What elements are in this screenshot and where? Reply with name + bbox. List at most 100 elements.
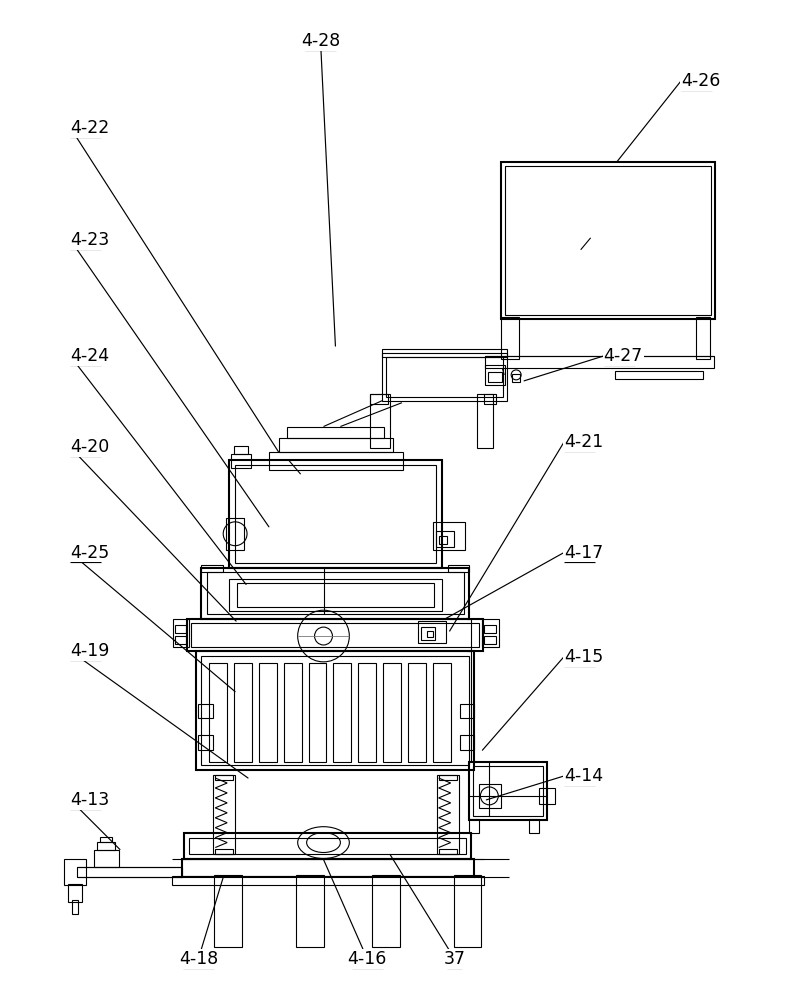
Bar xyxy=(259,663,276,762)
Text: 4-21: 4-21 xyxy=(564,433,603,451)
Text: 4-14: 4-14 xyxy=(564,767,603,785)
Bar xyxy=(386,357,503,397)
Bar xyxy=(469,762,547,820)
Bar xyxy=(229,460,442,568)
Bar xyxy=(185,833,472,859)
Bar xyxy=(187,619,483,651)
Bar xyxy=(433,522,465,550)
Bar xyxy=(309,663,326,762)
Text: 4-16: 4-16 xyxy=(348,950,387,968)
Bar xyxy=(438,536,446,544)
Bar xyxy=(198,704,213,718)
Bar xyxy=(484,636,496,644)
Bar xyxy=(215,849,233,854)
Bar xyxy=(215,775,233,780)
Bar xyxy=(237,583,434,607)
Bar xyxy=(460,704,475,718)
Bar xyxy=(231,454,251,468)
Bar xyxy=(235,465,436,563)
Bar xyxy=(438,775,457,780)
Bar xyxy=(287,427,384,438)
Bar xyxy=(506,166,711,315)
Bar xyxy=(477,394,493,448)
Bar xyxy=(473,766,543,816)
Bar xyxy=(382,349,507,357)
Bar xyxy=(172,619,190,647)
Bar xyxy=(488,372,502,382)
Bar xyxy=(100,837,112,842)
Bar xyxy=(485,365,506,385)
Text: 4-15: 4-15 xyxy=(564,648,603,666)
Bar xyxy=(234,446,248,454)
Bar xyxy=(358,663,376,762)
Bar xyxy=(484,625,496,633)
Bar xyxy=(484,394,496,404)
Bar xyxy=(408,663,426,762)
Bar xyxy=(207,572,464,614)
Bar xyxy=(284,663,302,762)
Bar xyxy=(539,788,555,804)
Bar xyxy=(372,875,400,947)
Bar xyxy=(201,565,224,572)
Bar xyxy=(512,374,520,382)
Bar xyxy=(226,518,244,550)
Bar xyxy=(485,356,713,368)
Text: 4-23: 4-23 xyxy=(70,231,110,249)
Bar xyxy=(269,452,403,470)
Bar xyxy=(421,627,435,640)
Bar xyxy=(615,371,703,379)
Bar xyxy=(483,619,499,647)
Bar xyxy=(175,636,186,644)
Bar xyxy=(171,876,484,885)
Bar xyxy=(175,625,186,633)
Bar xyxy=(529,819,539,833)
Text: 4-25: 4-25 xyxy=(70,544,110,562)
Bar xyxy=(213,775,235,854)
Bar xyxy=(197,651,475,770)
Bar xyxy=(191,623,480,647)
Text: 4-17: 4-17 xyxy=(564,544,603,562)
Bar xyxy=(73,900,78,914)
Bar xyxy=(433,663,450,762)
Bar xyxy=(448,565,469,572)
Text: 4-26: 4-26 xyxy=(681,72,720,90)
Text: 4-19: 4-19 xyxy=(70,642,110,660)
Bar xyxy=(64,859,86,885)
Bar xyxy=(201,656,469,765)
Text: 4-24: 4-24 xyxy=(70,347,110,365)
Bar xyxy=(229,579,442,611)
Bar xyxy=(427,631,433,637)
Bar xyxy=(453,875,481,947)
Bar xyxy=(460,735,475,750)
Bar xyxy=(382,353,507,401)
Text: 4-28: 4-28 xyxy=(301,32,340,50)
Bar xyxy=(371,394,390,448)
Text: 4-20: 4-20 xyxy=(70,438,110,456)
Bar xyxy=(77,867,182,877)
Bar xyxy=(94,850,119,867)
Bar xyxy=(209,663,228,762)
Text: 4-18: 4-18 xyxy=(179,950,218,968)
Text: 4-13: 4-13 xyxy=(70,791,110,809)
Bar xyxy=(696,317,709,359)
Bar xyxy=(234,663,252,762)
Bar xyxy=(279,438,393,452)
Bar xyxy=(198,735,213,750)
Bar xyxy=(436,531,453,547)
Bar xyxy=(438,849,457,854)
Bar xyxy=(418,621,446,643)
Bar xyxy=(190,838,466,854)
Bar xyxy=(333,663,352,762)
Bar xyxy=(295,875,324,947)
Bar xyxy=(201,568,469,619)
Text: 4-22: 4-22 xyxy=(70,119,110,137)
Bar xyxy=(97,842,115,850)
Text: 4-27: 4-27 xyxy=(604,347,643,365)
Bar xyxy=(182,859,475,877)
Bar xyxy=(68,884,82,902)
Bar xyxy=(371,394,388,404)
Bar xyxy=(501,317,519,359)
Bar xyxy=(501,162,715,319)
Bar xyxy=(383,663,401,762)
Text: 37: 37 xyxy=(443,950,465,968)
